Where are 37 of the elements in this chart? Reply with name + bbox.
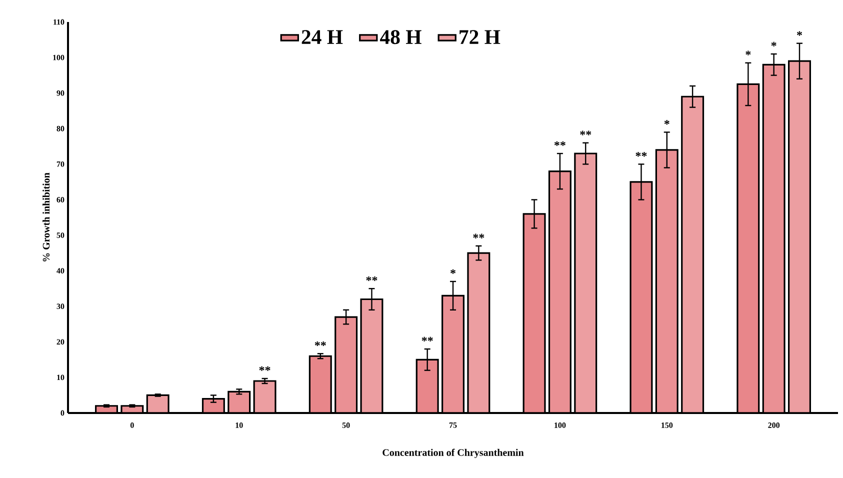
y-tick-label: 110 xyxy=(54,19,64,25)
data-label: ** xyxy=(314,342,326,346)
data-label: * xyxy=(450,269,456,274)
data-label: * xyxy=(771,42,776,46)
y-tick-label: 90 xyxy=(56,90,64,96)
y-tick-label: 20 xyxy=(56,339,64,345)
y-tick-label: 50 xyxy=(56,232,64,238)
data-label: ** xyxy=(554,141,566,146)
y-tick-label: 100 xyxy=(53,54,64,60)
y-tick-label: 60 xyxy=(56,197,64,202)
x-tick-label: 150 xyxy=(662,422,673,428)
data-label: ** xyxy=(636,152,647,157)
y-tick-label: 70 xyxy=(56,161,64,167)
x-tick-label: 0 xyxy=(130,422,134,428)
y-tick-label: 0 xyxy=(60,410,64,416)
data-label: ** xyxy=(473,234,484,238)
y-tick-label: 40 xyxy=(56,268,64,274)
x-tick-label: 75 xyxy=(449,422,457,428)
y-tick-label: 30 xyxy=(56,304,64,310)
y-tick-label: 10 xyxy=(57,374,64,380)
y-axis-title: % Growth inhibition xyxy=(42,172,50,262)
data-label: * xyxy=(746,50,751,56)
x-axis-title: Concentration of Chrysanthemin xyxy=(382,448,524,458)
legend-label: 48 H xyxy=(380,30,422,44)
legend-label: 24 H xyxy=(302,30,343,44)
data-label: ** xyxy=(259,366,270,371)
data-label: ** xyxy=(366,276,378,281)
x-tick-label: 10 xyxy=(236,422,243,428)
x-tick-label: 50 xyxy=(342,422,350,428)
data-label: ** xyxy=(422,336,433,342)
legend-label: 72 H xyxy=(460,30,500,44)
data-label: * xyxy=(797,31,802,36)
data-label: ** xyxy=(580,130,592,136)
data-label: * xyxy=(664,120,670,125)
x-tick-label: 200 xyxy=(768,422,780,428)
x-tick-label: 100 xyxy=(554,422,566,428)
y-tick-label: 80 xyxy=(56,126,64,132)
